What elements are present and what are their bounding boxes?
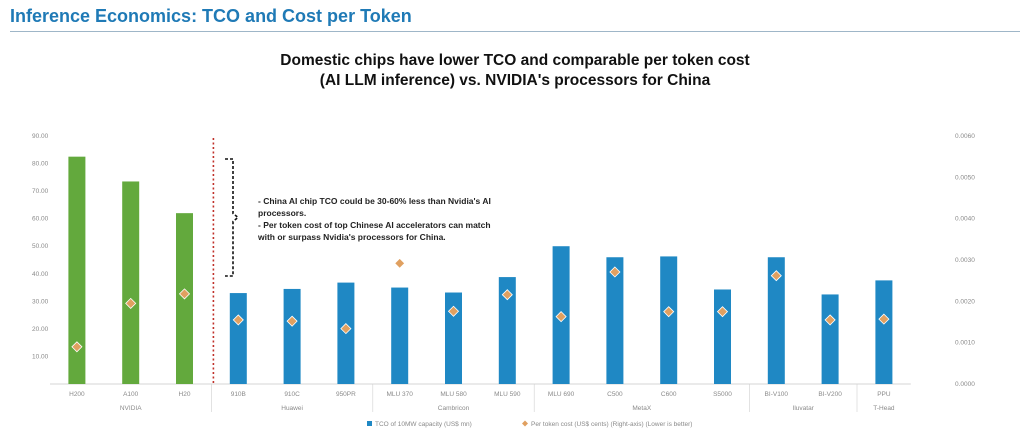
bar-mlu-580 — [445, 292, 462, 384]
x-tick-label: BI-V200 — [818, 391, 842, 398]
annotation-text-line: - Per token cost of top Chinese AI accel… — [258, 220, 491, 230]
annotation-layer: - China AI chip TCO could be 30-60% less… — [225, 158, 491, 277]
x-tick-label: PPU — [877, 391, 891, 398]
bar-c500 — [606, 257, 624, 384]
x-tick-label: C500 — [607, 391, 623, 398]
legend-label-per-token: Per token cost (US$ cents) (Right-axis) … — [531, 421, 692, 428]
x-tick-label: 910C — [284, 391, 300, 398]
y-right-tick-label: 0.0050 — [955, 174, 975, 181]
marker-h20 — [178, 288, 191, 300]
y-right-tick-label: 0.0060 — [955, 133, 975, 140]
legend-swatch-per-token — [522, 420, 528, 427]
marker-c600 — [663, 306, 675, 318]
y-right-tick-label: 0.0010 — [955, 340, 975, 347]
legend-layer: TCO of 10MW capacity (US$ mn) Per token c… — [367, 420, 692, 428]
y-left-tick-label: 60.00 — [32, 216, 49, 223]
x-tick-label: BI-V100 — [765, 391, 789, 398]
marker-mlu-590 — [501, 289, 513, 301]
chart-title: Domestic chips have lower TCO and compar… — [280, 52, 750, 69]
x-tick-label: 950PR — [336, 391, 356, 398]
page-title: Inference Economics: TCO and Cost per To… — [10, 6, 412, 26]
bar-a100 — [122, 181, 140, 384]
annotation-text-line: - China AI chip TCO could be 30-60% less… — [258, 196, 491, 206]
axes-layer: 90.00 80.00 70.00 60.00 50.00 40.00 30.00 20.00… — [32, 133, 975, 412]
marker-h200 — [71, 341, 83, 353]
y-left-tick-label: 70.00 — [32, 188, 49, 195]
marker-s5000 — [716, 306, 729, 318]
markers-layer — [71, 257, 890, 353]
marker-910c — [286, 315, 298, 327]
x-tick-label: MLU 370 — [387, 391, 414, 398]
marker-ppu — [878, 313, 890, 325]
x-tick-label: MLU 580 — [440, 391, 467, 398]
y-left-tick-label: 30.00 — [32, 298, 49, 305]
bar-ppu — [875, 280, 893, 384]
x-tick-label: H200 — [69, 391, 85, 398]
marker-mlu-580 — [447, 305, 460, 317]
bar-bi-v200 — [821, 294, 839, 384]
x-tick-label: MLU 690 — [548, 391, 575, 398]
bar-bi-v100 — [767, 257, 785, 384]
legend-swatch-tco — [367, 421, 372, 426]
marker-bi-v100 — [770, 270, 782, 282]
group-label: Cambricon — [438, 405, 470, 412]
chart-subtitle: (AI LLM inference) vs. NVIDIA's processo… — [319, 72, 711, 89]
marker-910b — [232, 314, 244, 326]
bar-mlu-590 — [498, 277, 516, 384]
marker-mlu-370 — [394, 257, 406, 269]
group-label: NVIDIA — [120, 405, 142, 412]
y-left-tick-label: 80.00 — [32, 161, 49, 168]
bar-910b — [229, 293, 247, 384]
y-right-tick-label: 0.0030 — [955, 257, 975, 264]
marker-mlu-690 — [555, 311, 567, 323]
bar-910c — [283, 288, 301, 384]
marker-c500 — [609, 266, 621, 278]
marker-950pr — [340, 323, 352, 335]
y-left-tick-label: 40.00 — [32, 271, 49, 278]
x-tick-label: 910B — [231, 391, 246, 398]
x-tick-label: MLU 590 — [494, 391, 521, 398]
bars-layer — [68, 156, 893, 384]
group-label: Iluvatar — [793, 405, 815, 412]
bar-s5000 — [714, 289, 731, 384]
group-label: MetaX — [632, 405, 651, 412]
annotation-text-line: processors. — [258, 208, 306, 218]
y-right-tick-label: 0.0020 — [955, 298, 975, 305]
y-right-tick-label: 0.0040 — [955, 216, 975, 223]
y-right-tick-label: 0.0000 — [955, 381, 975, 388]
marker-a100 — [125, 297, 137, 309]
title-divider — [10, 31, 1020, 32]
y-left-tick-label: 10.00 — [32, 353, 49, 360]
annotation-bracket — [225, 158, 240, 277]
x-tick-label: S5000 — [713, 391, 732, 398]
y-left-tick-label: 50.00 — [32, 243, 49, 250]
x-tick-label: C600 — [661, 391, 677, 398]
marker-bi-v200 — [824, 314, 836, 326]
x-tick-label: A100 — [123, 391, 139, 398]
bar-mlu-370 — [391, 287, 409, 384]
y-left-tick-label: 20.00 — [32, 326, 49, 333]
annotation-text-line: with or surpass Nvidia's processors for … — [257, 232, 446, 242]
bar-c600 — [660, 256, 678, 384]
x-tick-label: H20 — [179, 391, 191, 398]
y-left-tick-label: 90.00 — [32, 133, 49, 140]
group-label: T-Head — [873, 405, 895, 412]
legend-label-tco: TCO of 10MW capacity (US$ mn) — [375, 421, 472, 428]
bar-h200 — [68, 156, 86, 384]
group-label: Huawei — [281, 405, 303, 412]
